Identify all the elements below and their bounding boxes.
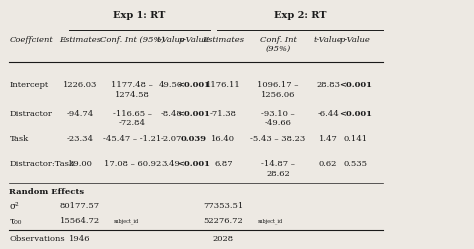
Text: <0.001: <0.001 bbox=[339, 81, 372, 89]
Text: 3.49: 3.49 bbox=[162, 160, 181, 168]
Text: -14.87 –
28.62: -14.87 – 28.62 bbox=[261, 160, 295, 178]
Text: σ²: σ² bbox=[9, 202, 19, 211]
Text: -23.34: -23.34 bbox=[66, 135, 93, 143]
Text: Conf. Int (95%): Conf. Int (95%) bbox=[100, 36, 165, 44]
Text: subject_id: subject_id bbox=[114, 218, 139, 224]
Text: t-Value: t-Value bbox=[156, 36, 185, 44]
Text: 6.87: 6.87 bbox=[214, 160, 233, 168]
Text: 39.00: 39.00 bbox=[68, 160, 92, 168]
Text: p-Value: p-Value bbox=[178, 36, 209, 44]
Text: 16.40: 16.40 bbox=[211, 135, 236, 143]
Text: 28.83: 28.83 bbox=[316, 81, 340, 89]
Text: 1946: 1946 bbox=[69, 235, 91, 243]
Text: -45.47 – -1.21: -45.47 – -1.21 bbox=[103, 135, 162, 143]
Text: <0.001: <0.001 bbox=[177, 81, 210, 89]
Text: 1.47: 1.47 bbox=[319, 135, 337, 143]
Text: 1177.48 –
1274.58: 1177.48 – 1274.58 bbox=[111, 81, 153, 99]
Text: -5.43 – 38.23: -5.43 – 38.23 bbox=[250, 135, 306, 143]
Text: 1176.11: 1176.11 bbox=[206, 81, 241, 89]
Text: -8.48: -8.48 bbox=[160, 110, 182, 118]
Text: -93.10 –
-49.66: -93.10 – -49.66 bbox=[261, 110, 295, 127]
Text: 0.535: 0.535 bbox=[343, 160, 367, 168]
Text: Intercept: Intercept bbox=[9, 81, 49, 89]
Text: 2028: 2028 bbox=[213, 235, 234, 243]
Text: -94.74: -94.74 bbox=[66, 110, 94, 118]
Text: 0.62: 0.62 bbox=[319, 160, 337, 168]
Text: <0.001: <0.001 bbox=[177, 160, 210, 168]
Text: Estimates: Estimates bbox=[59, 36, 101, 44]
Text: Exp 1: RT: Exp 1: RT bbox=[113, 11, 165, 20]
Text: Conf. Int
(95%): Conf. Int (95%) bbox=[260, 36, 296, 53]
Text: 1226.03: 1226.03 bbox=[63, 81, 97, 89]
Text: 17.08 – 60.92: 17.08 – 60.92 bbox=[104, 160, 161, 168]
Text: Observations: Observations bbox=[9, 235, 65, 243]
Text: -6.44: -6.44 bbox=[317, 110, 339, 118]
Text: 1096.17 –
1256.06: 1096.17 – 1256.06 bbox=[257, 81, 299, 99]
Text: Distractor:Task: Distractor:Task bbox=[9, 160, 74, 168]
Text: τ₀₀: τ₀₀ bbox=[9, 217, 22, 226]
Text: -2.07: -2.07 bbox=[160, 135, 182, 143]
Text: <0.001: <0.001 bbox=[339, 110, 372, 118]
Text: t-Value: t-Value bbox=[314, 36, 342, 44]
Text: Estimates: Estimates bbox=[202, 36, 245, 44]
Text: 15564.72: 15564.72 bbox=[60, 217, 100, 225]
Text: -71.38: -71.38 bbox=[210, 110, 237, 118]
Text: subject_id: subject_id bbox=[257, 218, 283, 224]
Text: p-Value: p-Value bbox=[340, 36, 371, 44]
Text: Distractor: Distractor bbox=[9, 110, 52, 118]
Text: 80177.57: 80177.57 bbox=[60, 202, 100, 210]
Text: 52276.72: 52276.72 bbox=[203, 217, 243, 225]
Text: Exp 2: RT: Exp 2: RT bbox=[274, 11, 327, 20]
Text: Coeffcient: Coeffcient bbox=[9, 36, 53, 44]
Text: -116.65 –
-72.84: -116.65 – -72.84 bbox=[113, 110, 152, 127]
Text: Random Effects: Random Effects bbox=[9, 188, 84, 196]
Text: 49.50: 49.50 bbox=[159, 81, 183, 89]
Text: 77353.51: 77353.51 bbox=[203, 202, 244, 210]
Text: 0.141: 0.141 bbox=[343, 135, 367, 143]
Text: 0.039: 0.039 bbox=[181, 135, 207, 143]
Text: <0.001: <0.001 bbox=[177, 110, 210, 118]
Text: Task: Task bbox=[9, 135, 29, 143]
